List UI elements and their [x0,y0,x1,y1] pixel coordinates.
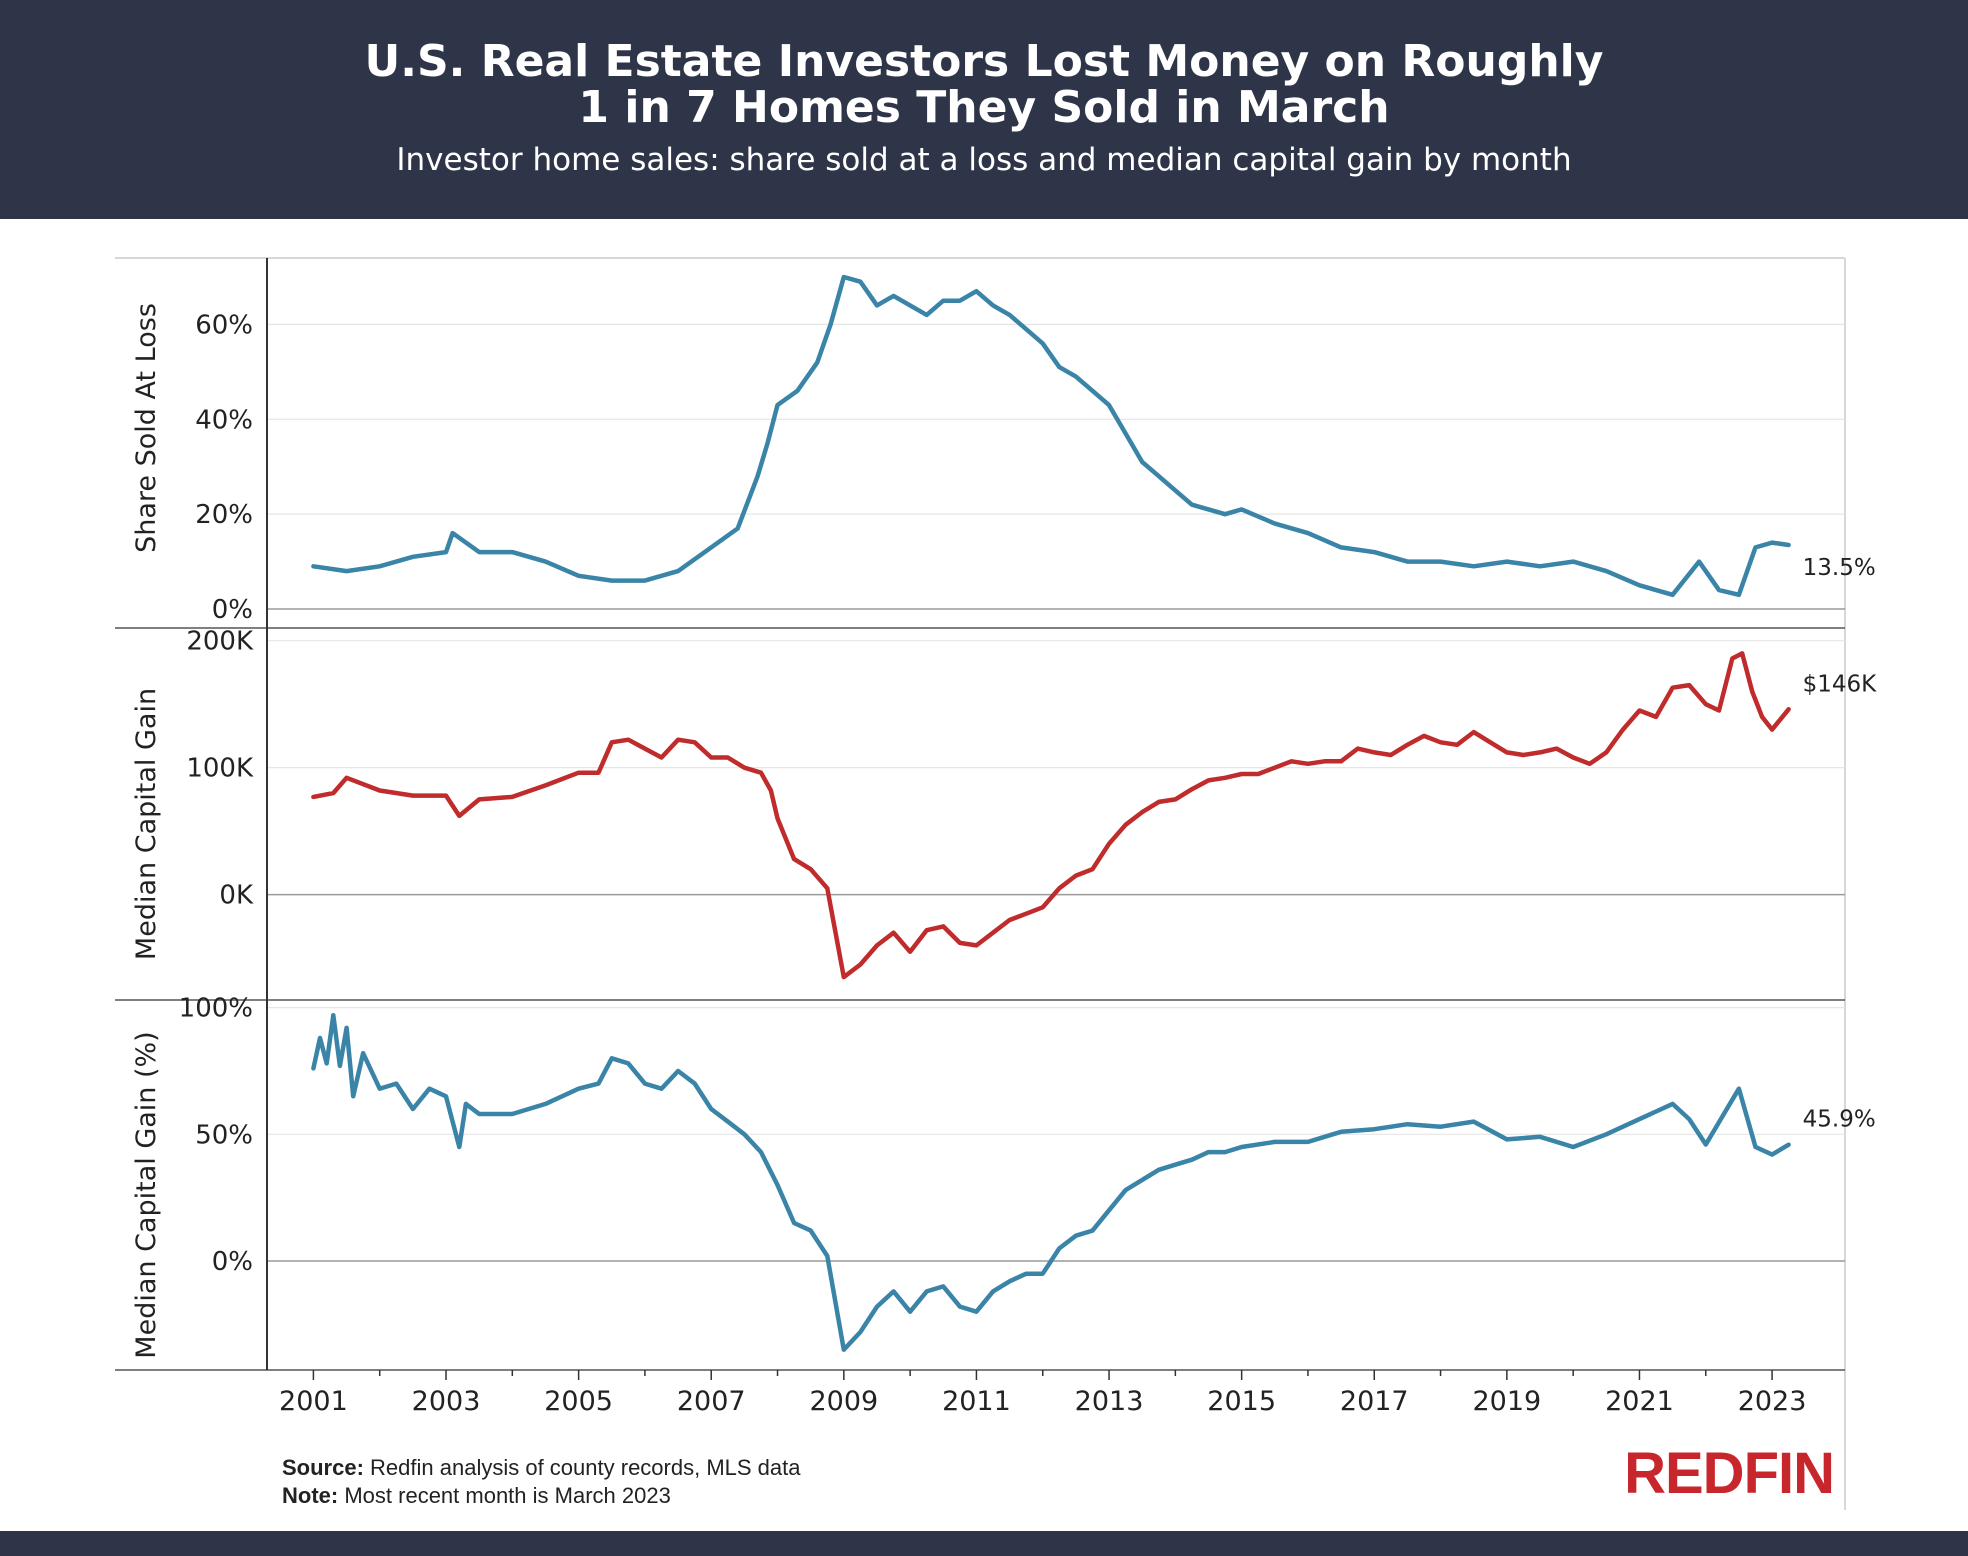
source-label: Source: [282,1455,364,1480]
x-tick-label: 2007 [677,1386,746,1417]
y-tick-label: 100% [179,994,253,1024]
redfin-logo: REDFIN [1624,1441,1835,1506]
chart-title-line2: 1 in 7 Homes They Sold in March [578,82,1390,133]
y-tick-label: 0K [219,881,254,911]
y-axis-title: Share Sold At Loss [131,303,162,553]
y-tick-label: 50% [195,1120,253,1150]
y-tick-label: 20% [195,500,253,530]
note-text: Most recent month is March 2023 [344,1483,671,1508]
y-tick-label: 40% [195,405,253,435]
x-tick-label: 2021 [1605,1386,1674,1417]
y-axis-title: Median Capital Gain [131,688,162,960]
end-value-label: $146K [1803,671,1878,697]
x-tick-label: 2019 [1472,1386,1541,1417]
y-tick-label: 0% [212,1247,253,1277]
y-axis-title: Median Capital Gain (%) [131,1031,162,1358]
footer-bar [0,1531,1968,1556]
x-tick-label: 2001 [279,1386,348,1417]
end-value-label: 13.5% [1803,555,1876,581]
header-banner: U.S. Real Estate Investors Lost Money on… [0,0,1968,219]
end-value-label: 45.9% [1803,1107,1876,1133]
series-line [311,274,1791,598]
x-tick-label: 2003 [412,1386,481,1417]
x-tick-label: 2005 [544,1386,613,1417]
x-tick-label: 2011 [942,1386,1011,1417]
panel-2: 0K 100K 200K Median Capital Gain $146K [115,627,1878,1001]
x-tick-label: 2013 [1075,1386,1144,1417]
chart-subtitle: Investor home sales: share sold at a los… [396,142,1572,178]
y-tick-label: 60% [195,310,253,340]
panel-3: 0% 50% 100% Median Capital Gain (%) 45.9% [115,994,1876,1371]
y-tick-label: 200K [186,627,254,657]
y-tick-label: 0% [212,595,253,625]
x-tick-label: 2009 [809,1386,878,1417]
note-line: Note: Most recent month is March 2023 [282,1483,671,1509]
panel-1: 0% 20% 40% 60% Share Sold At Loss 13.5% [115,274,1876,629]
x-axis: 2001 2003 2005 2007 2009 2011 2013 2015 2017 2019… [279,1370,1806,1417]
x-tick-label: 2017 [1340,1386,1409,1417]
x-tick-label: 2015 [1207,1386,1276,1417]
series-line [311,651,1791,980]
x-tick-label: 2023 [1738,1386,1807,1417]
y-tick-label: 100K [186,754,254,784]
source-text: Redfin analysis of county records, MLS d… [370,1455,801,1480]
source-note: Source: Redfin analysis of county record… [282,1455,801,1481]
note-label: Note: [282,1483,339,1508]
series-line [311,1012,1791,1352]
chart-title-line1: U.S. Real Estate Investors Lost Money on… [364,36,1604,87]
